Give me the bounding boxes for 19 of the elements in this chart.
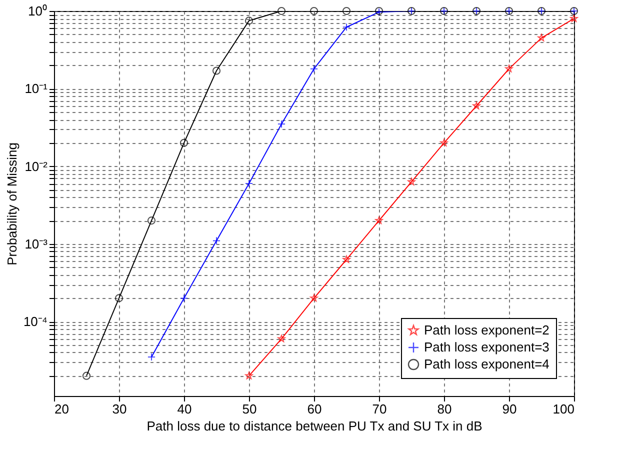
x-tick-label: 60 (307, 402, 322, 416)
legend-label: Path loss exponent=4 (424, 356, 550, 372)
x-tick-label: 30 (112, 402, 127, 416)
legend-label: Path loss exponent=3 (424, 340, 550, 354)
y-axis-title: Probability of Missing (4, 142, 20, 266)
x-tick-label: 40 (177, 402, 192, 416)
y-tick-label: 10⁻³ (24, 236, 48, 252)
x-tick-label: 80 (437, 402, 452, 416)
y-tick-label: 10⁻² (24, 158, 48, 174)
y-tick-label: 10⁻⁴ (23, 314, 48, 330)
y-tick-label: 10⁻¹ (24, 81, 48, 96)
x-tick-label: 90 (502, 402, 517, 416)
y-tick-label: 10⁰ (28, 4, 48, 18)
x-tick-label: 70 (372, 402, 387, 416)
x-axis-title: Path loss due to distance between PU Tx and SU Tx in dB (146, 418, 482, 434)
x-tick-label: 50 (242, 402, 257, 416)
x-tick-label: 20 (54, 402, 69, 416)
x-tick-label: 100 (552, 402, 574, 416)
legend-label: Path loss exponent=2 (424, 322, 550, 338)
